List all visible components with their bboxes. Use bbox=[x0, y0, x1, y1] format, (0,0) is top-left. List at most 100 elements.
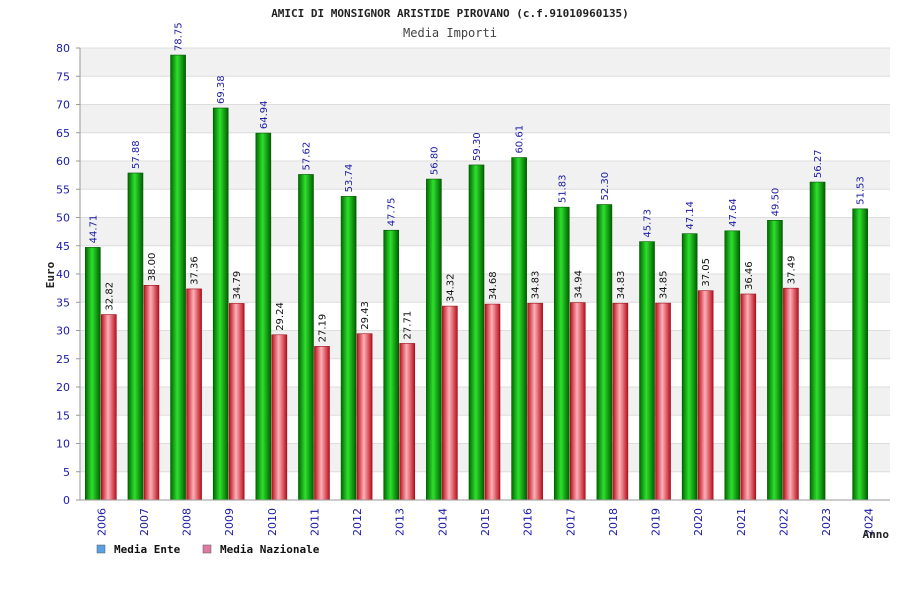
x-tick-label: 2018 bbox=[607, 508, 620, 536]
value-label-media-ente: 57.62 bbox=[301, 142, 312, 171]
legend-swatch-media-nazionale bbox=[202, 544, 212, 554]
bar-media-ente bbox=[809, 181, 826, 501]
x-tick-label: 2013 bbox=[394, 508, 407, 536]
bar-media-ente bbox=[85, 247, 101, 501]
x-tick-label: 2011 bbox=[308, 508, 321, 536]
bar-media-nazionale bbox=[186, 288, 202, 501]
bar-media-nazionale bbox=[655, 302, 671, 501]
bar-media-ente bbox=[212, 107, 229, 501]
x-tick-label: 2021 bbox=[735, 508, 748, 536]
bar-media-ente bbox=[639, 241, 655, 501]
bar-media-nazionale bbox=[612, 302, 629, 501]
bar-media-ente bbox=[340, 196, 357, 501]
value-label-media-ente: 47.14 bbox=[685, 201, 696, 230]
value-label-media-ente: 64.94 bbox=[259, 100, 270, 129]
x-tick-label: 2008 bbox=[181, 508, 194, 536]
x-tick-label: 2015 bbox=[479, 508, 492, 536]
value-label-media-ente: 52.30 bbox=[600, 172, 611, 201]
bar-media-nazionale bbox=[143, 284, 160, 501]
x-tick-label: 2007 bbox=[138, 508, 151, 536]
x-tick-label: 2022 bbox=[777, 508, 790, 536]
bars: 44.71 32.82 57.88 38.00 78.75 37.36 69.38 34.79… bbox=[85, 22, 868, 501]
chart-title: AMICI DI MONSIGNOR ARISTIDE PIROVANO (c.… bbox=[271, 7, 629, 20]
value-label-media-nazionale: 27.19 bbox=[317, 314, 328, 343]
y-tick-label: 50 bbox=[56, 212, 70, 225]
x-tick-label: 2009 bbox=[223, 508, 236, 536]
y-tick-label: 40 bbox=[56, 268, 70, 281]
x-tick-label: 2014 bbox=[436, 508, 449, 536]
value-label-media-ente: 59.30 bbox=[472, 132, 483, 161]
grid-band bbox=[80, 48, 890, 77]
y-tick-label: 5 bbox=[63, 466, 70, 479]
value-label-media-nazionale: 34.32 bbox=[445, 273, 456, 302]
y-tick-label: 55 bbox=[56, 183, 70, 196]
bar-media-ente bbox=[511, 157, 527, 501]
value-label-media-nazionale: 34.85 bbox=[659, 270, 670, 299]
value-label-media-ente: 45.73 bbox=[643, 209, 654, 238]
x-axis-ticks: 2006 2007 2008 2009 2010 2011 2012 2013 2014 2015… bbox=[95, 508, 875, 536]
bar-media-ente bbox=[852, 208, 868, 501]
value-label-media-nazionale: 27.71 bbox=[403, 311, 414, 340]
x-tick-label: 2006 bbox=[95, 508, 108, 536]
value-label-media-ente: 51.53 bbox=[856, 176, 867, 205]
bar-media-ente bbox=[553, 206, 570, 501]
bar-media-ente bbox=[681, 233, 698, 501]
value-label-media-nazionale: 34.83 bbox=[531, 271, 542, 300]
x-axis-label: Anno bbox=[863, 528, 890, 541]
grid-band bbox=[80, 104, 890, 133]
value-label-media-ente: 56.80 bbox=[429, 146, 440, 175]
y-tick-label: 0 bbox=[63, 494, 70, 507]
value-label-media-nazionale: 29.24 bbox=[275, 302, 286, 331]
value-label-media-ente: 47.75 bbox=[387, 198, 398, 227]
value-label-media-ente: 78.75 bbox=[174, 22, 185, 51]
x-tick-label: 2020 bbox=[692, 508, 705, 536]
value-label-media-ente: 56.27 bbox=[813, 149, 824, 178]
legend: Media Ente Media Nazionale bbox=[96, 543, 320, 556]
bar-media-nazionale bbox=[399, 343, 416, 501]
value-label-media-nazionale: 34.79 bbox=[232, 271, 243, 300]
legend-label-media-ente: Media Ente bbox=[114, 543, 181, 556]
grid-band bbox=[80, 161, 890, 190]
value-label-media-nazionale: 32.82 bbox=[104, 282, 115, 311]
bar-media-nazionale bbox=[527, 302, 543, 501]
bar-media-ente bbox=[724, 230, 741, 501]
bar-media-nazionale bbox=[356, 333, 373, 501]
chart-subtitle: Media Importi bbox=[403, 26, 497, 40]
grid-band bbox=[80, 132, 890, 161]
y-tick-label: 75 bbox=[56, 70, 70, 83]
value-label-media-nazionale: 29.43 bbox=[360, 301, 371, 330]
value-label-media-ente: 53.74 bbox=[344, 164, 355, 193]
y-tick-label: 30 bbox=[56, 325, 70, 338]
y-tick-label: 20 bbox=[56, 381, 70, 394]
value-label-media-ente: 49.50 bbox=[770, 188, 781, 217]
value-label-media-nazionale: 34.68 bbox=[488, 271, 499, 300]
y-tick-label: 45 bbox=[56, 240, 70, 253]
bar-media-nazionale bbox=[783, 287, 799, 501]
x-tick-label: 2023 bbox=[820, 508, 833, 536]
bar-media-nazionale bbox=[569, 302, 586, 501]
bar-media-nazionale bbox=[697, 290, 714, 501]
value-label-media-nazionale: 34.83 bbox=[616, 271, 627, 300]
y-axis-label: Euro bbox=[44, 261, 57, 288]
bar-media-ente bbox=[426, 178, 442, 501]
value-label-media-nazionale: 36.46 bbox=[744, 261, 755, 290]
x-tick-label: 2016 bbox=[522, 508, 535, 536]
bar-media-ente bbox=[255, 132, 272, 501]
value-label-media-ente: 47.64 bbox=[728, 198, 739, 227]
y-tick-label: 25 bbox=[56, 353, 70, 366]
value-label-media-nazionale: 34.94 bbox=[573, 270, 584, 299]
bar-media-ente bbox=[596, 204, 613, 501]
y-tick-label: 70 bbox=[56, 99, 70, 112]
bar-media-ente bbox=[767, 220, 783, 501]
bar-media-ente bbox=[468, 164, 485, 501]
x-tick-label: 2019 bbox=[650, 508, 663, 536]
value-label-media-nazionale: 37.05 bbox=[701, 258, 712, 287]
value-label-media-ente: 69.38 bbox=[216, 75, 227, 104]
y-tick-label: 35 bbox=[56, 296, 70, 309]
bar-media-nazionale bbox=[484, 303, 501, 501]
bar-media-nazionale bbox=[442, 305, 458, 501]
bar-media-nazionale bbox=[101, 314, 117, 501]
x-tick-label: 2010 bbox=[266, 508, 279, 536]
value-label-media-nazionale: 37.49 bbox=[786, 256, 797, 285]
